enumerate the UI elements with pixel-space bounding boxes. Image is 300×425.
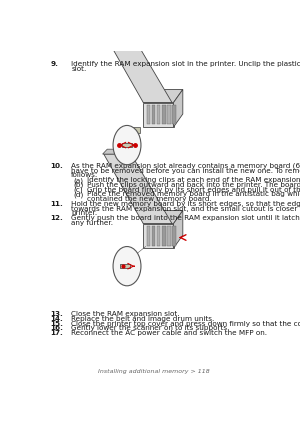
Polygon shape xyxy=(103,149,127,154)
Polygon shape xyxy=(103,28,127,33)
Text: have to be removed before you can install the new one. To remove it proceed as: have to be removed before you can instal… xyxy=(71,168,300,174)
FancyBboxPatch shape xyxy=(172,105,176,125)
FancyBboxPatch shape xyxy=(147,226,150,246)
Text: Identify the locking clips at each end of the RAM expansion slot.: Identify the locking clips at each end o… xyxy=(88,177,300,183)
Text: Identify the RAM expansion slot in the printer. Unclip the plastic cover to open: Identify the RAM expansion slot in the p… xyxy=(71,62,300,68)
FancyBboxPatch shape xyxy=(152,226,155,246)
FancyBboxPatch shape xyxy=(122,143,132,147)
Text: contained the new memory board.: contained the new memory board. xyxy=(88,196,212,202)
Text: any further.: any further. xyxy=(71,220,113,226)
Text: Place the removed memory board in the antistatic bag which originally: Place the removed memory board in the an… xyxy=(88,191,300,197)
FancyBboxPatch shape xyxy=(152,105,155,125)
FancyBboxPatch shape xyxy=(162,105,166,125)
Text: Close the RAM expansion slot.: Close the RAM expansion slot. xyxy=(71,311,180,317)
Text: 13.: 13. xyxy=(50,311,63,317)
Circle shape xyxy=(113,125,141,165)
Text: Gently lower the scanner on to its supports.: Gently lower the scanner on to its suppo… xyxy=(71,326,230,332)
Polygon shape xyxy=(104,33,172,102)
FancyBboxPatch shape xyxy=(162,226,166,246)
Text: Reconnect the AC power cable and switch the MFP on.: Reconnect the AC power cable and switch … xyxy=(71,330,267,336)
Text: Gently push the board into the RAM expansion slot until it latches in and will n: Gently push the board into the RAM expan… xyxy=(71,215,300,221)
Polygon shape xyxy=(173,89,183,127)
Text: Close the printer top cover and press down firmly so that the cover latches clos: Close the printer top cover and press do… xyxy=(71,320,300,327)
Text: printer.: printer. xyxy=(71,210,97,216)
Text: Hold the new memory board by its short edges, so that the edge connector faces i: Hold the new memory board by its short e… xyxy=(71,201,300,207)
Text: 16.: 16. xyxy=(50,326,63,332)
Text: 15.: 15. xyxy=(50,320,63,327)
Text: 9.: 9. xyxy=(50,62,58,68)
Text: 17.: 17. xyxy=(50,330,63,336)
Polygon shape xyxy=(143,224,173,248)
FancyBboxPatch shape xyxy=(172,226,176,246)
Text: 10.: 10. xyxy=(50,163,63,169)
Text: As the RAM expansion slot already contains a memory board (64Mb), this board wil: As the RAM expansion slot already contai… xyxy=(71,163,300,170)
Polygon shape xyxy=(104,154,172,224)
Polygon shape xyxy=(143,210,183,224)
Text: follows:: follows: xyxy=(71,173,99,178)
FancyBboxPatch shape xyxy=(167,105,171,125)
FancyBboxPatch shape xyxy=(167,226,171,246)
Text: Push the clips outward and back into the printer. The board will pop out slightl: Push the clips outward and back into the… xyxy=(88,182,300,188)
Text: (d): (d) xyxy=(74,191,84,198)
Text: (c): (c) xyxy=(74,187,83,193)
Text: Grip the board firmly by its short edges and pull it out of the slot.: Grip the board firmly by its short edges… xyxy=(88,187,300,193)
Text: 12.: 12. xyxy=(50,215,63,221)
Text: Installing additional memory > 118: Installing additional memory > 118 xyxy=(98,369,210,374)
FancyBboxPatch shape xyxy=(157,105,160,125)
Text: 14.: 14. xyxy=(50,316,63,322)
Text: slot.: slot. xyxy=(71,66,86,72)
Polygon shape xyxy=(143,102,173,127)
Text: towards the RAM expansion slot, and the small cutout is closer to the bottom of : towards the RAM expansion slot, and the … xyxy=(71,206,300,212)
FancyBboxPatch shape xyxy=(120,264,130,269)
Text: 11.: 11. xyxy=(50,201,63,207)
Text: (a): (a) xyxy=(74,177,83,184)
Text: Replace the belt and image drum units.: Replace the belt and image drum units. xyxy=(71,316,214,322)
Circle shape xyxy=(113,246,141,286)
Text: (b): (b) xyxy=(74,182,84,188)
Polygon shape xyxy=(173,210,183,248)
FancyBboxPatch shape xyxy=(157,226,160,246)
FancyBboxPatch shape xyxy=(147,105,150,125)
FancyBboxPatch shape xyxy=(125,128,140,133)
Polygon shape xyxy=(143,89,183,102)
